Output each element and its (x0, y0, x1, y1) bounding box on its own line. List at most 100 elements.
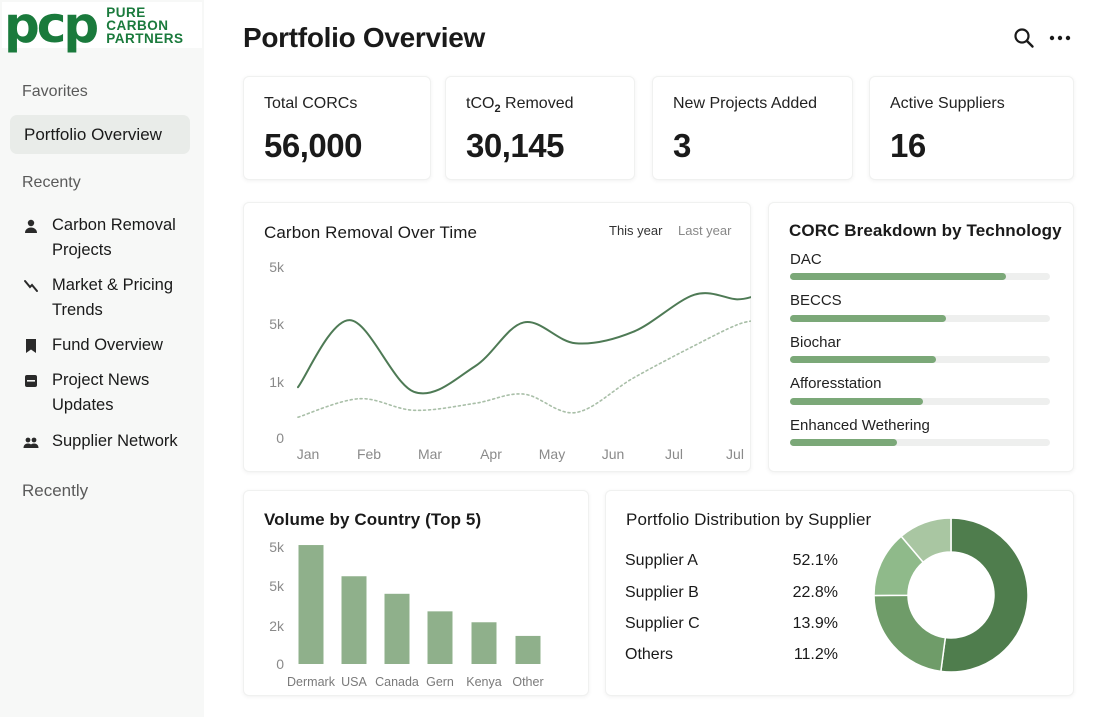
tech-label: DAC (790, 251, 822, 268)
sidebar-item-label: Updates (52, 396, 114, 414)
sidebar-item-market-pricing-trends[interactable]: Market & Pricing Trends (22, 273, 173, 323)
x-tick-label: Gern (426, 675, 454, 689)
stat-label-prefix: tCO (466, 95, 495, 112)
sidebar-item-label: Market & Pricing (52, 276, 174, 294)
stat-value: 16 (890, 127, 926, 164)
stat-value: 30,145 (466, 127, 564, 164)
tab-this-year[interactable]: This year (609, 223, 663, 238)
donut-slice (940, 517, 1029, 673)
brand-mark: pcp (4, 0, 99, 54)
sidebar-item-label: Carbon Removal (52, 216, 176, 234)
tech-bar-fill (790, 439, 897, 446)
y-tick-label: 0 (276, 430, 284, 446)
tech-breakdown-title: CORC Breakdown by Technology (789, 221, 1062, 240)
supplier-pct: 52.1% (792, 552, 838, 569)
x-tick-label: Mar (418, 446, 442, 462)
sidebar-item-fund-overview[interactable]: Fund Overview (22, 333, 163, 358)
tech-bar-track (790, 439, 1050, 446)
line-chart-title: Carbon Removal Over Time (264, 223, 478, 242)
series-line-this-year (297, 292, 751, 395)
bar (515, 635, 541, 664)
x-tick-label: May (539, 446, 565, 462)
x-tick-label: Other (512, 675, 543, 689)
x-tick-label: Jun (602, 446, 625, 462)
series-line-last-year (297, 320, 751, 419)
brand-logo[interactable]: pcp PURE CARBON PARTNERS (2, 0, 202, 54)
trend-icon (22, 275, 40, 297)
supplier-name: Others (625, 646, 674, 663)
stat-card-new-projects: New Projects Added 3 (652, 76, 853, 180)
tech-bar-track (790, 356, 1050, 363)
bar-chart-title: Volume by Country (Top 5) (264, 510, 482, 529)
y-tick-label: 5k (269, 316, 285, 332)
bookmark-icon (22, 335, 40, 357)
donut-slice (873, 594, 947, 673)
supplier-name: Supplier C (625, 615, 700, 632)
stat-value: 3 (673, 127, 691, 164)
tech-bar-track (790, 398, 1050, 405)
supplier-pct: 11.2% (793, 646, 838, 663)
y-tick-label: 1k (269, 374, 285, 390)
y-tick-label: 5k (269, 578, 285, 594)
tech-label: BECCS (790, 292, 842, 309)
brand-name-line: PARTNERS (106, 30, 184, 46)
search-icon (1014, 28, 1034, 48)
y-tick-label: 5k (269, 259, 285, 275)
x-tick-label: Kenya (466, 675, 501, 689)
stat-label: tCO2 Removed (466, 95, 574, 115)
x-tick-label: Apr (480, 446, 502, 462)
tab-last-year[interactable]: Last year (678, 223, 732, 238)
group-icon (22, 431, 40, 453)
sidebar-item-carbon-removal-projects[interactable]: Carbon Removal Projects (22, 213, 176, 263)
donut-slice (900, 517, 952, 564)
supplier-pct: 13.9% (792, 615, 838, 632)
person-icon (22, 215, 40, 237)
x-tick-label: Jul (665, 446, 683, 462)
x-tick-label: USA (341, 675, 367, 689)
sidebar-item-label: Projects (52, 241, 112, 259)
stat-label-suffix: Removed (500, 95, 574, 112)
supplier-name: Supplier B (625, 584, 699, 601)
bar (384, 593, 410, 664)
stat-card-active-suppliers: Active Suppliers 16 (869, 76, 1074, 180)
news-icon (22, 370, 40, 392)
tech-breakdown-card: CORC Breakdown by Technology (768, 202, 1074, 472)
y-tick-label: 2k (269, 618, 285, 634)
sidebar-item-supplier-network[interactable]: Supplier Network (22, 429, 178, 454)
stat-card-tco2-removed: tCO2 Removed 30,145 (445, 76, 635, 180)
bar (471, 622, 497, 664)
y-tick-label: 0 (276, 656, 284, 672)
search-button[interactable] (1011, 25, 1037, 51)
sidebar: pcp PURE CARBON PARTNERS Favorites Portf… (0, 0, 204, 717)
sidebar-item-label: Fund Overview (52, 336, 163, 354)
tech-label: Biochar (790, 334, 841, 351)
supplier-name: Supplier A (625, 552, 698, 569)
favorites-heading: Favorites (22, 83, 88, 100)
tech-label: Enhanced Wethering (790, 417, 930, 434)
stat-card-total-corcs: Total CORCs 56,000 (243, 76, 431, 180)
x-tick-label: Jan (297, 446, 320, 462)
brand-name-line: CARBON (106, 17, 169, 33)
sidebar-item-project-news-updates[interactable]: Project News Updates (22, 368, 149, 418)
x-tick-label: Jul (726, 446, 744, 462)
brand-name-line: PURE (106, 4, 146, 20)
supplier-dist-title: Portfolio Distribution by Supplier (626, 510, 872, 529)
recent-heading: Recenty (22, 174, 81, 191)
page-title: Portfolio Overview (243, 22, 485, 53)
recently-heading: Recently (22, 481, 89, 500)
bar (341, 576, 367, 664)
sidebar-item-label: Project News (52, 371, 150, 389)
tech-bar-track (790, 273, 1050, 280)
more-button[interactable] (1047, 25, 1073, 51)
x-tick-label: Canada (375, 675, 419, 689)
stat-label: Total CORCs (264, 95, 358, 112)
supplier-donut-chart (873, 517, 1029, 673)
sidebar-item-portfolio-overview[interactable]: Portfolio Overview (10, 115, 190, 154)
brand-name: PURE CARBON PARTNERS (106, 4, 184, 46)
y-tick-label: 5k (269, 539, 285, 555)
more-icon (1049, 35, 1071, 41)
stat-label: Active Suppliers (890, 95, 1005, 112)
tech-bar-fill (790, 273, 1006, 280)
line-chart: 5k 5k 1k 0 Jan Feb Mar Apr May Jun Jul Jul (269, 259, 751, 462)
supplier-pct: 22.8% (792, 584, 838, 601)
